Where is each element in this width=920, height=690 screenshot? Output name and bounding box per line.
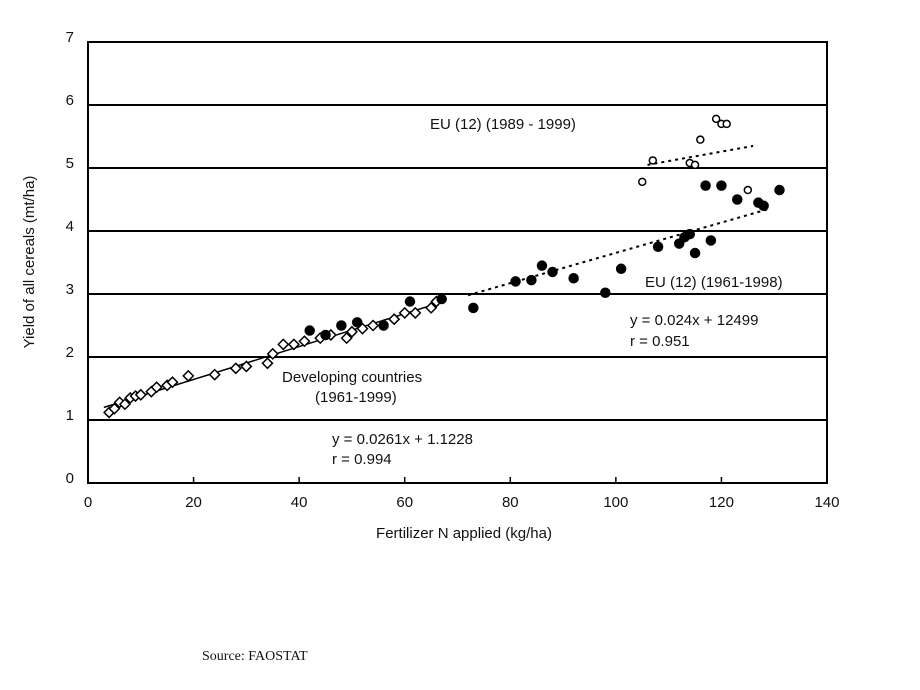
point <box>336 320 347 331</box>
y-tick-label: 1 <box>66 407 74 424</box>
x-tick-label: 40 <box>291 494 308 511</box>
point <box>436 293 447 305</box>
trend-line <box>467 207 770 297</box>
y-tick-label: 0 <box>66 470 74 487</box>
point <box>652 241 664 252</box>
point <box>689 247 701 259</box>
y-tick-label: 4 <box>66 218 74 235</box>
point <box>716 180 727 191</box>
point <box>648 156 658 165</box>
y-axis-label: Yield of all cereals (mt/ha) <box>21 176 38 349</box>
point <box>774 184 785 196</box>
point <box>526 274 537 286</box>
point <box>378 320 389 331</box>
point <box>600 287 611 298</box>
point <box>150 381 163 394</box>
point <box>684 228 696 240</box>
point <box>536 260 548 271</box>
y-tick-label: 5 <box>66 155 74 172</box>
point <box>722 119 731 129</box>
point <box>388 313 401 326</box>
annotation: r = 0.951 <box>630 333 690 350</box>
x-tick-label: 80 <box>502 494 519 511</box>
y-tick-label: 2 <box>66 344 74 361</box>
x-tick-label: 140 <box>814 494 839 511</box>
x-tick-label: 20 <box>185 494 202 511</box>
plot-frame <box>87 41 828 484</box>
x-axis-label: Fertilizer N applied (kg/ha) <box>376 525 552 542</box>
point <box>229 362 242 375</box>
point <box>166 376 179 389</box>
point <box>732 194 743 205</box>
point <box>398 306 411 319</box>
point <box>700 180 711 191</box>
point <box>340 332 353 345</box>
annotation: y = 0.024x + 12499 <box>630 312 758 329</box>
point <box>320 329 331 341</box>
point <box>615 263 627 275</box>
point <box>240 360 253 373</box>
x-tick-label: 0 <box>84 494 92 511</box>
point <box>345 325 358 338</box>
point <box>404 296 416 307</box>
x-tick-label: 120 <box>709 494 734 511</box>
point <box>298 335 311 348</box>
point <box>182 369 195 382</box>
y-tick-label: 7 <box>66 29 74 46</box>
annotation: y = 0.0261x + 1.1228 <box>332 431 473 448</box>
point <box>134 388 147 401</box>
point <box>547 266 558 278</box>
point <box>568 273 579 284</box>
y-tick-label: 6 <box>66 92 74 109</box>
point <box>266 347 279 360</box>
annotation: (1961-1999) <box>315 389 397 406</box>
point <box>108 402 121 415</box>
series-label: EU (12) (1989 - 1999) <box>430 116 576 133</box>
source: Source: FAOSTAT <box>202 649 308 664</box>
point <box>468 302 479 314</box>
point <box>287 338 300 351</box>
point <box>409 306 422 319</box>
x-tick-label: 60 <box>396 494 413 511</box>
point <box>277 338 290 351</box>
point <box>304 325 315 336</box>
point <box>366 319 380 332</box>
point <box>743 185 753 195</box>
point <box>705 235 717 246</box>
point <box>118 398 132 411</box>
series-label: Developing countries <box>282 369 422 386</box>
point <box>510 276 521 287</box>
annotation: r = 0.994 <box>332 451 392 468</box>
point <box>261 357 274 370</box>
point <box>690 160 700 170</box>
point <box>711 114 721 124</box>
point <box>425 301 438 314</box>
y-tick-label: 3 <box>66 281 74 298</box>
point <box>758 200 769 212</box>
point <box>696 135 705 144</box>
point <box>638 177 647 187</box>
x-tick-label: 100 <box>603 494 628 511</box>
point <box>208 368 221 381</box>
series-label: EU (12) (1961-1998) <box>645 274 783 291</box>
point <box>351 317 363 328</box>
